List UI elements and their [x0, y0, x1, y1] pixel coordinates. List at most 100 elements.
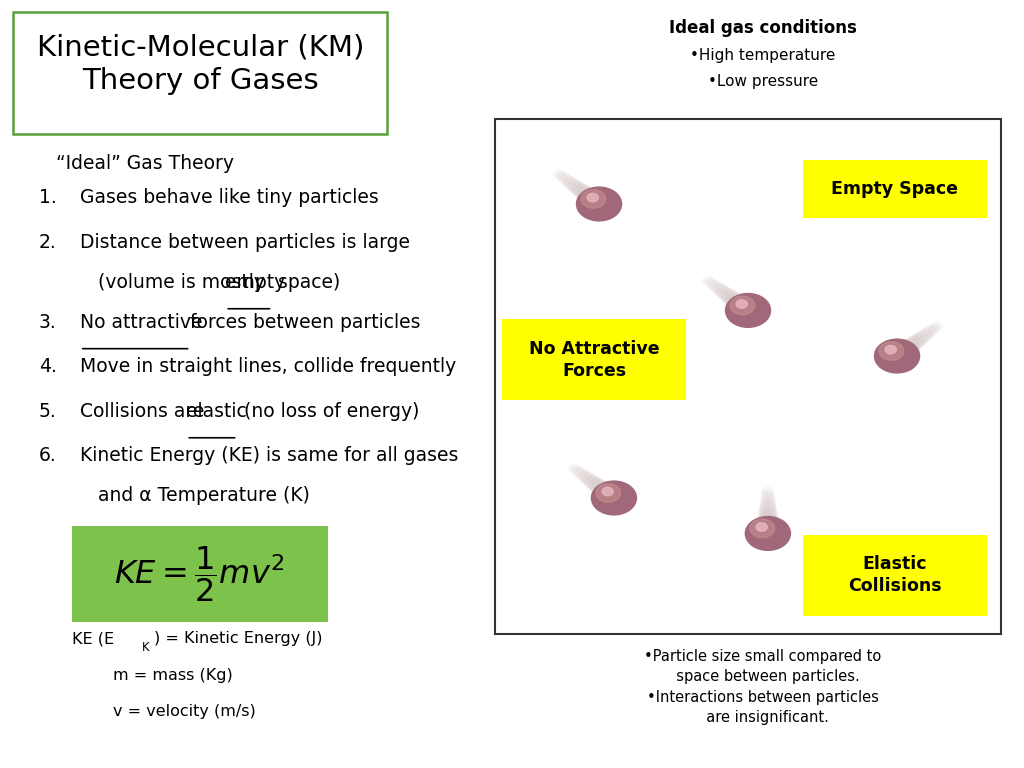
Circle shape — [733, 299, 757, 317]
Circle shape — [627, 356, 638, 364]
Text: •Particle size small compared to
  space between particles.
•Interactions betwee: •Particle size small compared to space b… — [644, 649, 882, 725]
Circle shape — [577, 470, 592, 482]
Text: (no loss of energy): (no loss of energy) — [238, 402, 419, 421]
Circle shape — [580, 472, 596, 485]
Circle shape — [705, 278, 718, 288]
Text: Kinetic Energy (KE) is same for all gases: Kinetic Energy (KE) is same for all gase… — [80, 446, 459, 465]
Text: v = velocity (m/s): v = velocity (m/s) — [113, 704, 255, 720]
Circle shape — [581, 190, 604, 207]
Circle shape — [673, 332, 685, 341]
Text: No Attractive
Forces: No Attractive Forces — [528, 339, 659, 380]
Circle shape — [596, 485, 618, 502]
Text: Collisions are: Collisions are — [80, 402, 210, 421]
Circle shape — [885, 346, 896, 354]
Circle shape — [879, 342, 904, 360]
Circle shape — [570, 465, 584, 475]
Circle shape — [602, 488, 613, 496]
Circle shape — [757, 515, 778, 531]
Text: Ideal gas conditions: Ideal gas conditions — [669, 19, 857, 37]
Text: KE (E: KE (E — [72, 631, 114, 647]
Circle shape — [920, 328, 935, 339]
Circle shape — [931, 322, 943, 331]
Text: 2.: 2. — [39, 233, 56, 252]
Circle shape — [927, 323, 940, 334]
Text: “Ideal” Gas Theory: “Ideal” Gas Theory — [56, 154, 234, 173]
Circle shape — [575, 187, 596, 202]
Text: Elastic
Collisions: Elastic Collisions — [848, 555, 941, 595]
Text: m = mass (Kg): m = mass (Kg) — [113, 668, 232, 684]
Circle shape — [585, 476, 603, 490]
Text: 3.: 3. — [39, 313, 56, 332]
Text: empty: empty — [225, 273, 286, 292]
Text: and α Temperature (K): and α Temperature (K) — [98, 486, 310, 505]
Circle shape — [592, 481, 637, 515]
Circle shape — [645, 346, 666, 361]
Circle shape — [762, 487, 774, 496]
Circle shape — [716, 286, 733, 300]
Text: space): space) — [272, 273, 341, 292]
Circle shape — [559, 174, 573, 184]
Circle shape — [758, 511, 778, 527]
FancyBboxPatch shape — [13, 12, 387, 134]
Circle shape — [900, 339, 921, 354]
Circle shape — [588, 478, 607, 493]
Circle shape — [745, 517, 791, 551]
Text: Distance between particles is large: Distance between particles is large — [80, 233, 410, 252]
Text: 6.: 6. — [39, 446, 56, 465]
Circle shape — [759, 502, 776, 515]
Circle shape — [896, 340, 918, 356]
Circle shape — [730, 296, 755, 315]
Circle shape — [907, 334, 927, 348]
Circle shape — [553, 170, 565, 179]
Circle shape — [702, 276, 715, 285]
Text: 5.: 5. — [39, 402, 56, 421]
Circle shape — [758, 508, 777, 523]
Circle shape — [653, 343, 671, 356]
Circle shape — [573, 468, 588, 478]
Text: Kinetic-Molecular (KM)
Theory of Gases: Kinetic-Molecular (KM) Theory of Gases — [37, 34, 365, 95]
Circle shape — [760, 499, 776, 511]
Circle shape — [634, 353, 656, 369]
Circle shape — [736, 300, 748, 308]
Circle shape — [708, 280, 722, 291]
Circle shape — [892, 343, 915, 359]
Circle shape — [911, 332, 929, 345]
Text: elastic: elastic — [186, 402, 247, 421]
Text: No attractive: No attractive — [80, 313, 208, 332]
Circle shape — [761, 490, 774, 500]
Circle shape — [750, 519, 775, 538]
Text: forces between particles: forces between particles — [190, 313, 421, 332]
Circle shape — [621, 352, 645, 370]
Circle shape — [889, 345, 912, 362]
Circle shape — [572, 184, 592, 199]
FancyBboxPatch shape — [502, 319, 686, 400]
Circle shape — [923, 326, 937, 336]
Circle shape — [669, 334, 682, 344]
Circle shape — [665, 336, 679, 346]
Circle shape — [714, 284, 730, 296]
Circle shape — [579, 188, 600, 204]
FancyBboxPatch shape — [803, 535, 986, 616]
Text: Gases behave like tiny particles: Gases behave like tiny particles — [80, 188, 379, 207]
Circle shape — [756, 521, 779, 539]
Circle shape — [757, 518, 779, 535]
Text: Move in straight lines, collide frequently: Move in straight lines, collide frequent… — [80, 357, 456, 376]
Circle shape — [761, 493, 775, 504]
Circle shape — [556, 171, 569, 182]
Circle shape — [599, 487, 623, 505]
Circle shape — [759, 505, 777, 519]
Circle shape — [638, 350, 659, 367]
Circle shape — [642, 349, 663, 364]
Circle shape — [630, 355, 654, 372]
Circle shape — [569, 182, 589, 196]
Text: $\mathit{KE} = \dfrac{1}{2}\mathit{m}\mathit{v}^{2}$: $\mathit{KE} = \dfrac{1}{2}\mathit{m}\ma… — [115, 544, 285, 604]
Circle shape — [874, 339, 920, 373]
Circle shape — [584, 193, 607, 210]
Text: ) = Kinetic Energy (J): ) = Kinetic Energy (J) — [154, 631, 323, 647]
Circle shape — [760, 496, 775, 508]
Text: K: K — [142, 641, 150, 654]
Circle shape — [719, 289, 737, 303]
FancyBboxPatch shape — [803, 160, 986, 218]
Circle shape — [561, 176, 577, 187]
Circle shape — [730, 297, 753, 314]
